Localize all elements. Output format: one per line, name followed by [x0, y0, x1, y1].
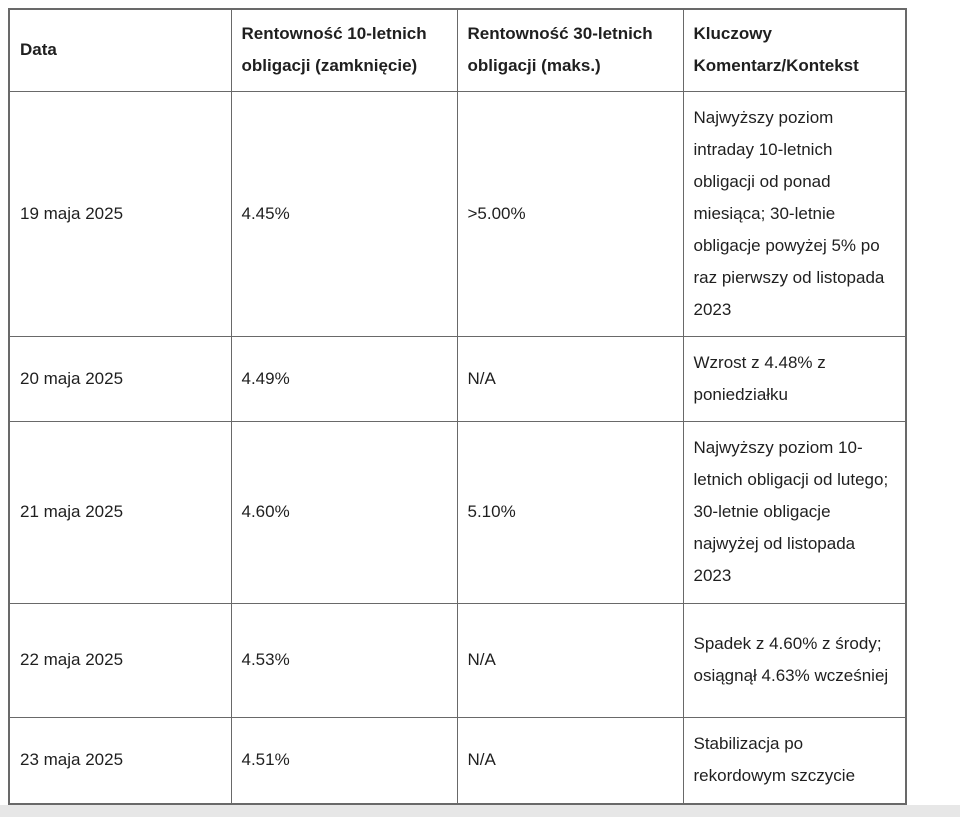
comment-cell: Najwyższy poziom 10-letnich obligacji od…: [682, 420, 907, 604]
yield-30y-cell: >5.00%: [456, 90, 684, 337]
yield-30y-cell: N/A: [456, 335, 684, 422]
yield-10y-cell: 4.49%: [230, 335, 458, 422]
column-header-date: Data: [8, 8, 232, 92]
bottom-divider-bar: [0, 805, 960, 817]
date-cell: 23 maja 2025: [8, 716, 232, 805]
date-cell: 20 maja 2025: [8, 335, 232, 422]
comment-cell: Najwyższy poziom intraday 10-letnich obl…: [682, 90, 907, 337]
column-header-yield-10y: Rentowność 10-letnich obligacji (zamknię…: [230, 8, 458, 92]
yield-30y-cell: 5.10%: [456, 420, 684, 604]
yield-10y-cell: 4.45%: [230, 90, 458, 337]
date-cell: 22 maja 2025: [8, 602, 232, 718]
yield-10y-cell: 4.51%: [230, 716, 458, 805]
yield-30y-cell: N/A: [456, 716, 684, 805]
column-header-yield-30y: Rentowność 30-letnich obligacji (maks.): [456, 8, 684, 92]
table-row: 23 maja 2025 4.51% N/A Stabilizacja po r…: [8, 716, 907, 805]
yield-10y-cell: 4.53%: [230, 602, 458, 718]
yield-30y-cell: N/A: [456, 602, 684, 718]
date-cell: 21 maja 2025: [8, 420, 232, 604]
header-row: Data Rentowność 10-letnich obligacji (za…: [8, 8, 907, 92]
date-cell: 19 maja 2025: [8, 90, 232, 337]
table-row: 20 maja 2025 4.49% N/A Wzrost z 4.48% z …: [8, 335, 907, 422]
comment-cell: Spadek z 4.60% z środy; osiągnął 4.63% w…: [682, 602, 907, 718]
column-header-comment: Kluczowy Komentarz/Kontekst: [682, 8, 907, 92]
comment-cell: Stabilizacja po rekordowym szczycie: [682, 716, 907, 805]
yield-10y-cell: 4.60%: [230, 420, 458, 604]
table-row: 22 maja 2025 4.53% N/A Spadek z 4.60% z …: [8, 602, 907, 718]
table-row: 21 maja 2025 4.60% 5.10% Najwyższy pozio…: [8, 420, 907, 604]
table-row: 19 maja 2025 4.45% >5.00% Najwyższy pozi…: [8, 90, 907, 337]
comment-cell: Wzrost z 4.48% z poniedziałku: [682, 335, 907, 422]
bond-yield-table: Data Rentowność 10-letnich obligacji (za…: [8, 8, 907, 805]
